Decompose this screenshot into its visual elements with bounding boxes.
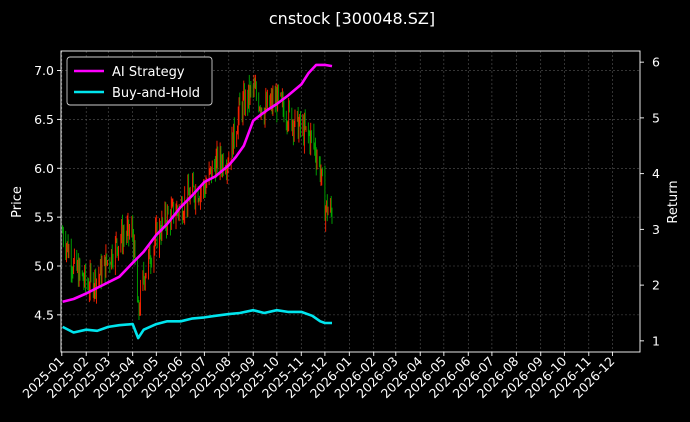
y-tick-label: 7.0 [34, 63, 54, 78]
y-tick-label: 5.5 [34, 210, 54, 225]
right-y-axis: 1 2 3 4 5 6 [640, 55, 660, 348]
y-tick-label: 6.5 [34, 112, 54, 127]
y2-tick-label: 2 [652, 278, 660, 293]
chart-title: cnstock [300048.SZ] [269, 9, 435, 28]
y-tick-label: 4.5 [34, 307, 54, 322]
y2-tick-label: 1 [652, 333, 660, 348]
y2-tick-label: 6 [652, 55, 660, 70]
legend: AI Strategy Buy-and-Hold [66, 56, 213, 106]
legend-label-buy-and-hold: Buy-and-Hold [112, 86, 200, 101]
y-tick-label: 5.0 [34, 259, 54, 274]
candles-layer [62, 74, 333, 321]
y-tick-label: 6.0 [34, 161, 54, 176]
x-axis: 2025-012025-022025-032025-042025-052025-… [19, 352, 618, 401]
y2-tick-label: 4 [652, 166, 660, 181]
buy-and-hold-line [62, 308, 332, 340]
ai-strategy-line [62, 63, 333, 304]
plot-frame [60, 50, 641, 353]
y-axis-label-return: Return [666, 180, 681, 223]
lines-layer [62, 63, 333, 340]
y-axis-label-price: Price [10, 186, 25, 218]
left-y-axis: 4.5 5.0 5.5 6.0 6.5 7.0 [34, 63, 61, 322]
y2-tick-label: 3 [652, 222, 660, 237]
legend-label-ai-strategy: AI Strategy [112, 65, 185, 80]
y2-tick-label: 5 [652, 110, 660, 125]
